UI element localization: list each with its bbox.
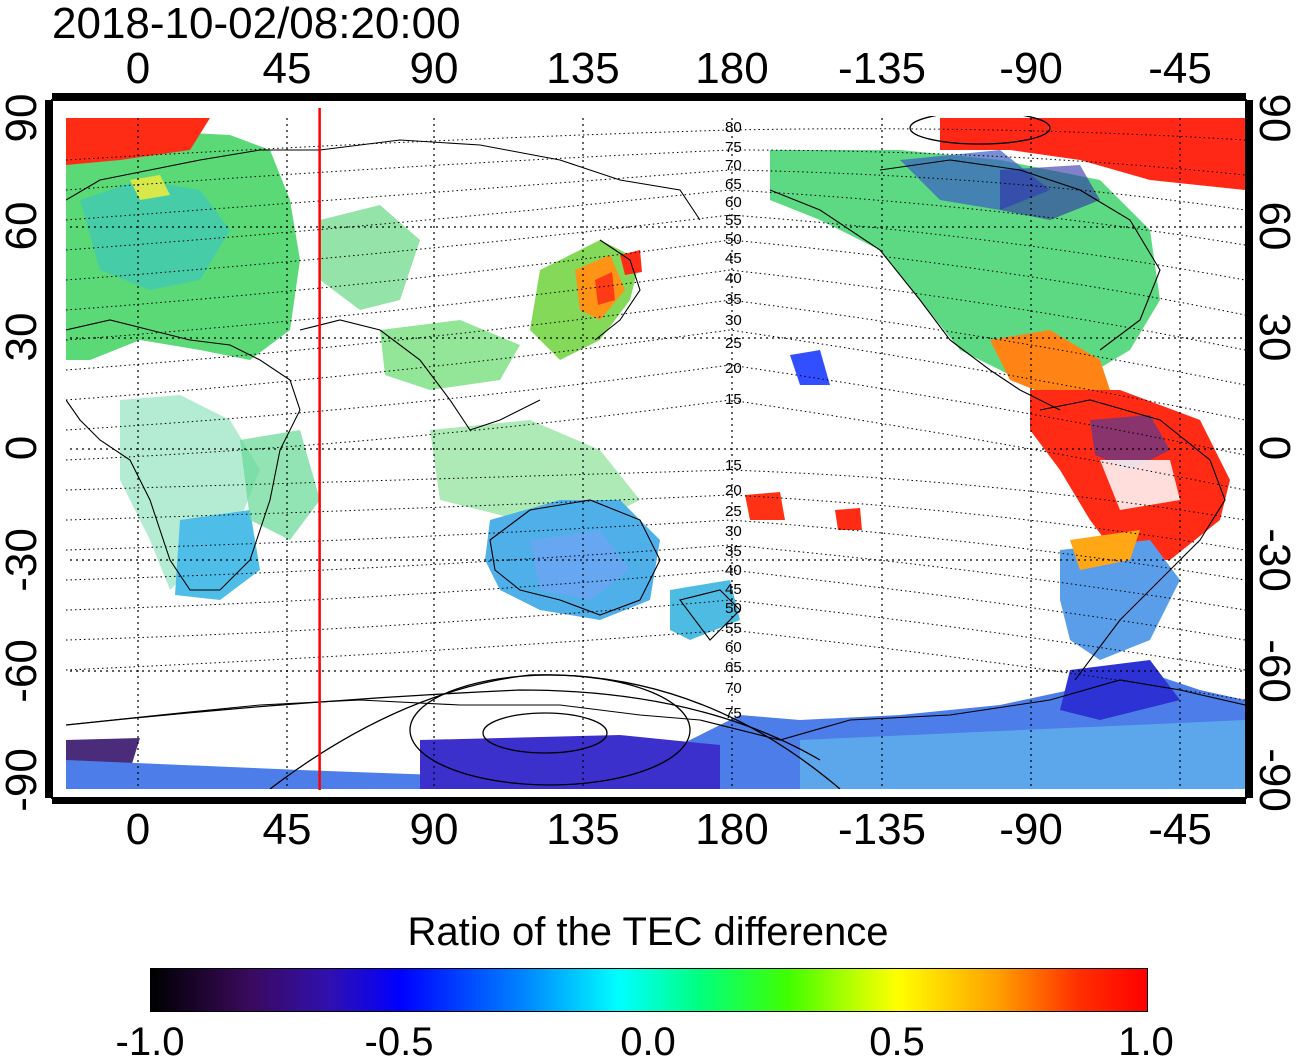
mag-lat-label: 20 [725, 360, 742, 377]
top-lon-tick: 90 [409, 44, 459, 93]
mag-lat-label: 75 [725, 139, 742, 156]
mag-lat-label: 40 [725, 270, 742, 287]
top-lon-tick: 135 [546, 44, 620, 93]
mag-lat-label: 50 [725, 231, 742, 248]
bottom-lon-tick: -135 [837, 805, 927, 854]
mag-lat-label: 15 [725, 391, 742, 408]
mag-lat-label: 20 [725, 482, 742, 499]
mag-lat-label: 80 [725, 119, 742, 136]
colorbar-tick: 0.5 [869, 1020, 925, 1064]
mag-lat-labels-south: 15 20 25 30 35 40 45 50 55 60 65 70 75 [725, 457, 742, 722]
tec-map: 80 75 70 65 60 55 50 45 40 35 30 25 20 1… [45, 93, 1253, 804]
magnetic-solid-contours [66, 116, 1051, 789]
top-lon-tick: 0 [125, 44, 151, 93]
mag-lat-label: 65 [725, 176, 742, 193]
bottom-lon-tick: 135 [546, 805, 620, 854]
mag-lat-label: 45 [725, 581, 742, 598]
mag-lat-label: 30 [725, 312, 742, 329]
mag-lat-label: 55 [725, 212, 742, 229]
mag-lat-label: 60 [725, 194, 742, 211]
bottom-lon-tick: 0 [125, 805, 151, 854]
map-timestamp: 2018-10-02/08:20:00 [52, 0, 461, 48]
colorbar-tick: 1.0 [1118, 1020, 1174, 1064]
bottom-lon-tick: -45 [1148, 805, 1212, 854]
mag-lat-label: 40 [725, 562, 742, 579]
mag-lat-label: 35 [725, 291, 742, 308]
top-lon-tick: -90 [999, 44, 1063, 93]
top-lon-tick: 45 [262, 44, 312, 93]
mag-lat-label: 30 [725, 523, 742, 540]
colorbar [150, 968, 1148, 1012]
mag-lat-label: 70 [725, 157, 742, 174]
mag-lat-label: 55 [725, 620, 742, 637]
mag-lat-labels-north: 80 75 70 65 60 55 50 45 40 35 30 25 20 1… [725, 119, 742, 408]
mag-lat-label: 25 [725, 503, 742, 520]
magnetic-latitude-contours [66, 128, 1245, 701]
mag-lat-label: 70 [725, 680, 742, 697]
mag-lat-label: 25 [725, 335, 742, 352]
mag-lat-label: 50 [725, 600, 742, 617]
mag-lat-label: 75 [725, 705, 742, 722]
colorbar-tick: 0.0 [620, 1020, 676, 1064]
top-lon-tick: -135 [837, 44, 927, 93]
top-lon-tick: -45 [1148, 44, 1212, 93]
mag-lat-label: 45 [725, 250, 742, 267]
bottom-lon-tick: -90 [999, 805, 1063, 854]
top-lon-tick: 180 [695, 44, 769, 93]
mag-lat-label: 60 [725, 639, 742, 656]
colorbar-title: Ratio of the TEC difference [407, 910, 889, 954]
colorbar-tick: -0.5 [364, 1020, 434, 1064]
bottom-lon-tick: 90 [409, 805, 459, 854]
coastlines [66, 139, 1245, 741]
tec-data-patches [66, 118, 1245, 789]
colorbar-tick: -1.0 [115, 1020, 185, 1064]
mag-lat-label: 15 [725, 457, 742, 474]
mag-lat-label: 35 [725, 543, 742, 560]
bottom-lon-tick: 180 [695, 805, 769, 854]
mag-lat-label: 65 [725, 659, 742, 676]
bottom-lon-tick: 45 [262, 805, 312, 854]
